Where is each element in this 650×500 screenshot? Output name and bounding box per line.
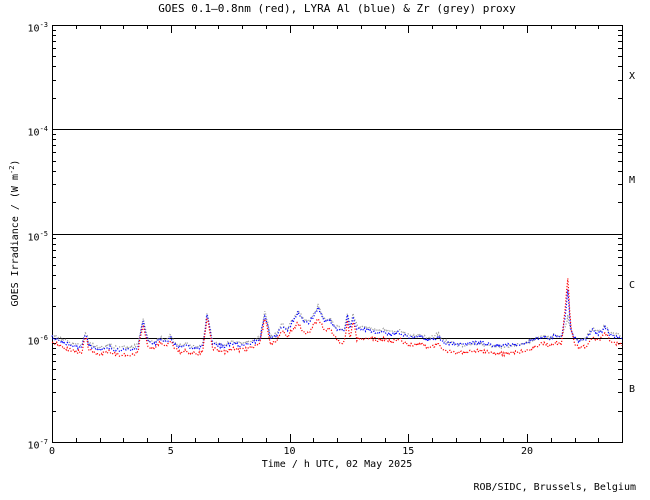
x-tick-label: 20 xyxy=(520,446,534,457)
x-tick-label: 15 xyxy=(402,446,415,457)
chart-title: GOES 0.1–0.8nm (red), LYRA Al (blue) & Z… xyxy=(158,2,516,15)
x-axis-label: Time / h UTC, 02 May 2025 xyxy=(261,459,413,470)
x-tick-label: 0 xyxy=(48,446,56,457)
flare-class-label-c: C xyxy=(629,279,636,291)
y-tick-label: 10-5 xyxy=(27,229,48,243)
flare-class-label-x: X xyxy=(629,71,636,83)
flare-class-label-b: B xyxy=(629,383,636,395)
x-tick-label: 10 xyxy=(283,446,296,457)
y-tick-label: 10-4 xyxy=(27,125,48,139)
series-red xyxy=(51,278,623,359)
series-grey xyxy=(51,303,623,351)
x-tick-label: 5 xyxy=(167,446,174,457)
credit-text: ROB/SIDC, Brussels, Belgium xyxy=(473,482,636,493)
series-blue xyxy=(51,289,623,353)
flare-class-label-m: M xyxy=(629,175,636,187)
y-tick-label: 10-6 xyxy=(27,333,48,348)
y-tick-label: 10-7 xyxy=(27,438,48,452)
y-axis-label: GOES Irradiance / (W m-2) xyxy=(7,159,22,307)
y-tick-label: 10-3 xyxy=(27,21,48,35)
